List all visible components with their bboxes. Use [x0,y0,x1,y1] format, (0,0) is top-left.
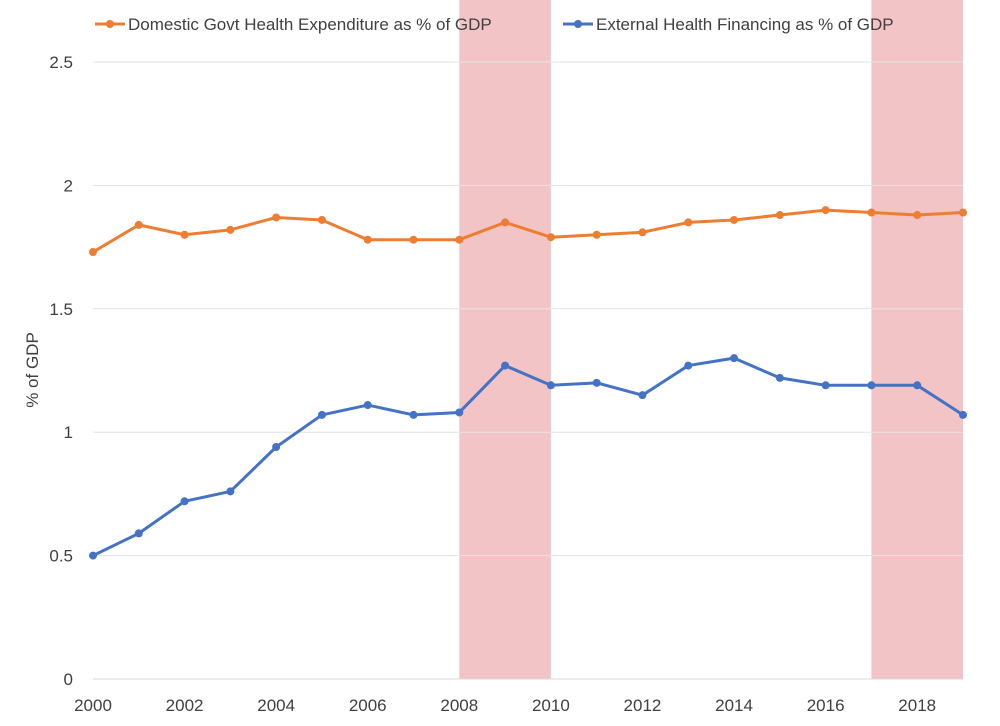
y-axis-ticks: 0 0.5 1 1.5 2 2.5 [49,53,73,689]
data-point [89,248,97,257]
x-tick-label: 2002 [166,696,204,715]
shaded-period-1 [871,0,963,679]
data-point [775,373,784,382]
data-point [684,361,693,370]
data-point [226,225,235,234]
data-point [501,218,510,227]
data-point [638,228,647,237]
series-line-0 [91,208,965,254]
legend: Domestic Govt Health Expenditure as % of… [95,15,894,34]
series-line-1 [91,356,965,558]
data-point [730,215,739,224]
x-tick-label: 2018 [898,696,936,715]
data-point [363,401,372,410]
x-tick-label: 2014 [715,696,753,715]
shaded-period-0 [459,0,551,679]
data-point [684,218,693,227]
data-point [959,410,967,419]
data-point [546,381,555,390]
data-point [867,381,876,390]
shaded-periods [459,0,963,679]
data-point [409,235,418,244]
x-tick-label: 2004 [257,696,295,715]
data-point [546,233,555,242]
data-point [455,408,464,417]
x-tick-label: 2016 [807,696,845,715]
data-point [638,391,647,400]
x-tick-label: 2010 [532,696,570,715]
data-point [134,220,143,229]
data-point [89,551,97,560]
data-point [821,206,830,215]
y-tick-label: 0 [64,670,73,689]
data-point [272,443,281,452]
y-tick-label: 2.5 [49,53,73,72]
x-tick-label: 2006 [349,696,387,715]
x-tick-label: 2012 [624,696,662,715]
data-point [180,230,189,239]
data-point [363,235,372,244]
legend-label: External Health Financing as % of GDP [596,15,894,34]
y-tick-label: 1 [64,423,73,442]
data-point [226,487,235,496]
y-axis-label: % of GDP [23,332,42,408]
legend-swatch-marker-0 [106,20,114,28]
data-point [730,354,739,363]
legend-label: Domestic Govt Health Expenditure as % of… [128,15,492,34]
series-lines [89,206,967,560]
data-point [317,215,326,224]
x-axis-ticks: 2000 2002 2004 2006 2008 2010 2012 2014 2016 2018 [74,696,936,715]
y-tick-label: 2 [64,176,73,195]
data-point [409,410,418,419]
y-tick-label: 0.5 [49,547,73,566]
data-point [959,208,967,217]
data-point [775,211,784,220]
data-point [913,211,922,220]
data-point [501,361,510,370]
data-point [272,213,281,222]
data-point [455,235,464,244]
y-tick-label: 1.5 [49,300,73,319]
data-point [592,378,601,387]
data-point [180,497,189,506]
data-point [867,208,876,217]
data-point [821,381,830,390]
data-point [317,410,326,419]
gridlines [93,61,963,680]
x-tick-label: 2008 [440,696,478,715]
data-point [913,381,922,390]
data-point [592,230,601,239]
data-point [134,529,143,538]
legend-swatch-marker-1 [574,20,582,28]
x-tick-label: 2000 [74,696,112,715]
